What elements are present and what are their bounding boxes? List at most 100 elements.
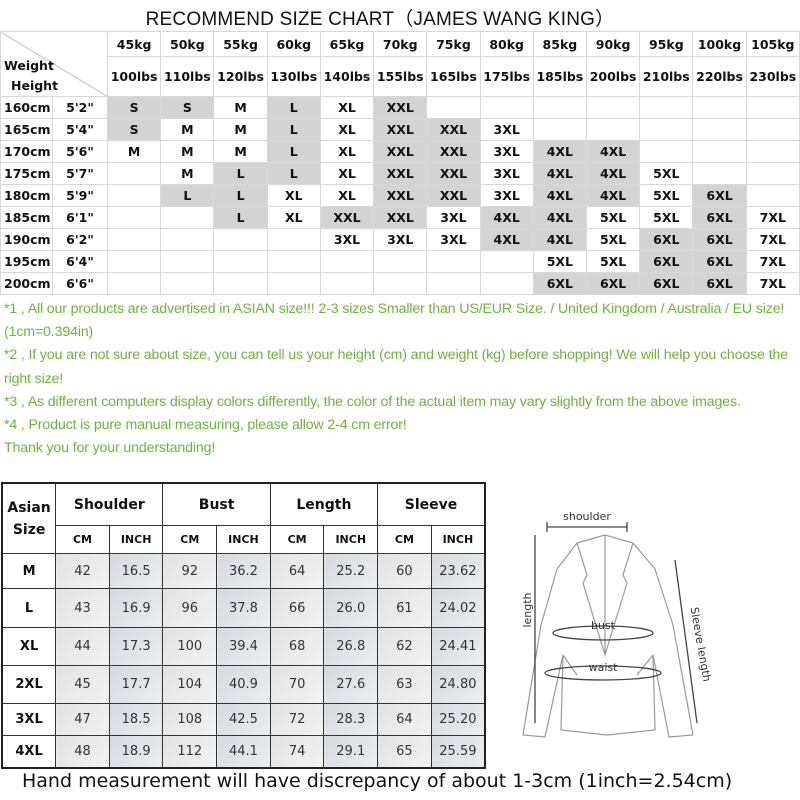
measurement-cell: 17.3 — [108, 627, 164, 666]
asian-label: Asian — [7, 499, 51, 516]
weight-kg-header: 75kg — [426, 31, 481, 57]
measurement-cell: 18.5 — [108, 703, 164, 736]
size-cell — [266, 228, 321, 251]
size-cell: 3XL — [479, 162, 534, 185]
height-ft: 6'1" — [51, 206, 109, 229]
size-cell — [107, 184, 162, 207]
size-cell: M — [160, 118, 215, 141]
size-cell: L — [266, 162, 321, 185]
size-cell: XXL — [373, 184, 428, 207]
weight-lbs-header: 165lbs — [426, 56, 481, 97]
measurement-cell: 26.8 — [323, 627, 379, 666]
waist-label: waist — [589, 661, 619, 674]
measurement-cell: 62 — [377, 627, 432, 666]
height-cm: 165cm — [0, 118, 53, 141]
height-ft: 5'2" — [51, 96, 109, 119]
weight-lbs-header: 200lbs — [585, 56, 641, 97]
size-cell: XXL — [426, 140, 481, 163]
size-cell — [745, 96, 800, 119]
footer-note: Hand measurement will have discrepancy o… — [22, 770, 733, 792]
size-cell: 4XL — [532, 228, 587, 251]
size-label-cell: 2XL — [1, 665, 57, 704]
table-row: M 42 16.5 92 36.2 64 25.2 60 23.62 — [1, 553, 486, 589]
measurement-cell: 66 — [269, 588, 325, 628]
table-row: 170cm 5'6" M M M L XL XXL XXL 3XL 4XL 4XL — [0, 140, 800, 163]
measurement-cell: 64 — [377, 703, 432, 736]
measurement-cell: 61 — [377, 588, 432, 628]
measurement-cell: 25.2 — [323, 553, 379, 589]
size-cell — [160, 228, 215, 251]
height-cm: 190cm — [0, 228, 53, 251]
size-cell — [745, 184, 800, 207]
height-cm: 195cm — [0, 250, 53, 273]
weight-kg-header: 50kg — [160, 31, 215, 57]
shoulder-label: shoulder — [563, 510, 611, 523]
size-cell: 5XL — [639, 162, 694, 185]
size-cell: 7XL — [745, 272, 800, 295]
size-cell: 5XL — [639, 206, 694, 229]
size-cell: 4XL — [532, 162, 587, 185]
size-cell: 3XL — [479, 118, 534, 141]
size-cell — [373, 272, 428, 295]
weight-kg-header: 100kg — [692, 31, 747, 57]
size-cell: 4XL — [479, 206, 534, 229]
height-ft: 6'2" — [51, 228, 109, 251]
size-cell: 4XL — [532, 140, 587, 163]
unit-header: INCH — [216, 525, 271, 554]
size-cell — [107, 250, 162, 273]
measurement-cell: 25.59 — [430, 735, 486, 768]
size-cell: 7XL — [745, 206, 800, 229]
height-ft: 6'4" — [51, 250, 109, 273]
measurement-group-header: Shoulder — [55, 482, 164, 526]
unit-header: CM — [269, 525, 325, 554]
size-cell — [213, 228, 268, 251]
measurement-cell: 45 — [55, 665, 110, 704]
size-cell: XXL — [373, 118, 428, 141]
size-cell: M — [160, 140, 215, 163]
weight-kg-header: 65kg — [319, 31, 375, 57]
table-row: 2XL 45 17.7 104 40.9 70 27.6 63 24.80 — [1, 665, 486, 704]
measurement-cell: 92 — [162, 553, 218, 589]
size-cell — [266, 272, 321, 295]
measurement-cell: 60 — [377, 553, 432, 589]
height-cm: 180cm — [0, 184, 53, 207]
height-cm: 160cm — [0, 96, 53, 119]
table-row: 180cm 5'9" L L XL XL XXL XXL 3XL 4XL 4XL 5XL 6XL — [0, 184, 800, 207]
size-cell: XL — [319, 118, 375, 141]
measurement-cell: 39.4 — [216, 627, 271, 666]
size-cell: 4XL — [532, 206, 587, 229]
size-label-cell: 3XL — [1, 703, 57, 736]
size-cell: XXL — [426, 118, 481, 141]
size-cell: M — [213, 118, 268, 141]
weight-kg-header: 105kg — [745, 31, 800, 57]
page-title: RECOMMEND SIZE CHART（JAMES WANG KING） — [145, 9, 615, 30]
note-line: Thank you for your understanding! — [4, 440, 216, 457]
table-row: 195cm 6'4" 5XL 5XL 6XL 6XL 7XL — [0, 250, 800, 273]
size-cell — [426, 96, 481, 119]
height-cm: 170cm — [0, 140, 53, 163]
height-ft: 5'9" — [51, 184, 109, 207]
sleeve-length-label: Sleeve length — [687, 606, 713, 683]
measurement-cell: 24.02 — [430, 588, 486, 628]
size-cell: 5XL — [585, 250, 641, 273]
table-row: L 43 16.9 96 37.8 66 26.0 61 24.02 — [1, 588, 486, 628]
size-cell: XL — [266, 184, 321, 207]
height-cm: 185cm — [0, 206, 53, 229]
table-row: 175cm 5'7" M L L XL XXL XXL 3XL 4XL 4XL 5XL — [0, 162, 800, 185]
weight-lbs-header: 120lbs — [213, 56, 268, 97]
size-cell: 5XL — [639, 184, 694, 207]
size-cell: M — [213, 140, 268, 163]
table-row: 4XL 48 18.9 112 44.1 74 29.1 65 25.59 — [1, 735, 486, 768]
size-cell: XXL — [373, 140, 428, 163]
size-cell — [692, 118, 747, 141]
size-cell — [692, 96, 747, 119]
measurement-cell: 65 — [377, 735, 432, 768]
size-cell — [266, 250, 321, 273]
size-cell: 3XL — [426, 206, 481, 229]
measurement-cell: 26.0 — [323, 588, 379, 628]
notes: *1 , All our products are advertised in … — [4, 298, 799, 460]
table-row: 185cm 6'1" L XL XXL XXL 3XL 4XL 4XL 5XL 5XL 6XL 7XL — [0, 206, 800, 229]
size-cell: 6XL — [692, 250, 747, 273]
size-cell — [160, 250, 215, 273]
height-cm: 200cm — [0, 272, 53, 295]
